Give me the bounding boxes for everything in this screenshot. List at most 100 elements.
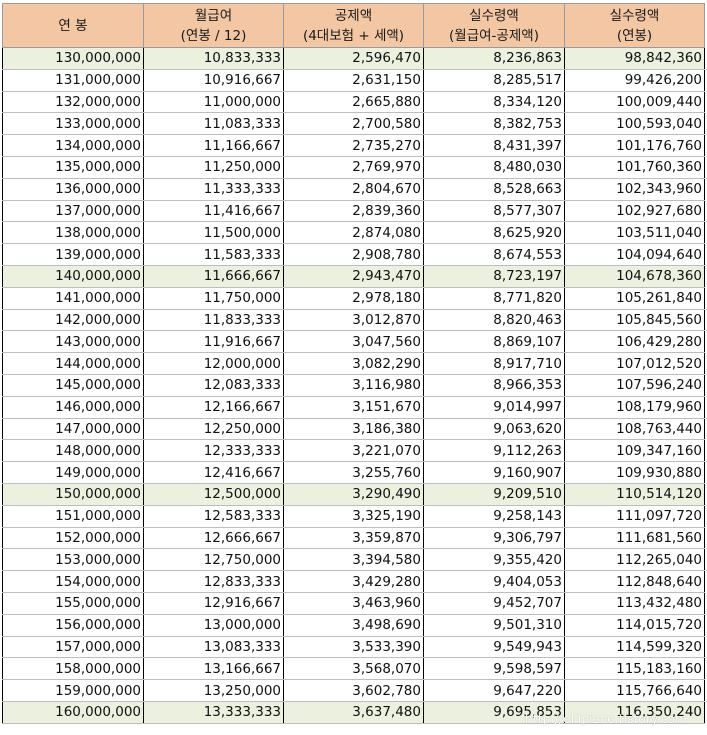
monthly-salary-cell: 11,416,667 — [143, 199, 284, 223]
annual-salary-cell: 133,000,000 — [2, 112, 144, 136]
net-annual-cell: 115,183,160 — [564, 657, 705, 681]
monthly-salary-cell: 12,750,000 — [143, 548, 284, 572]
net-annual-cell: 112,848,640 — [564, 570, 705, 593]
net-annual-cell: 103,511,040 — [564, 221, 705, 245]
net-monthly-cell: 9,160,907 — [423, 461, 565, 484]
net-annual-cell: 108,763,440 — [564, 417, 705, 441]
deduction-cell: 3,498,690 — [283, 613, 424, 637]
monthly-salary-cell: 11,333,333 — [143, 177, 284, 201]
deduction-cell: 3,221,070 — [283, 439, 424, 463]
table-row: 143,000,000 11,916,667 3,047,560 8,869,107 1… — [2, 330, 705, 354]
header-net-annual: 실수령액 (연봉) — [564, 3, 705, 48]
deduction-cell: 3,359,870 — [283, 526, 424, 550]
annual-salary-cell: 140,000,000 — [2, 264, 144, 288]
net-monthly-cell: 9,549,943 — [423, 635, 565, 659]
deduction-cell: 3,429,280 — [283, 570, 424, 593]
net-monthly-cell: 9,452,707 — [423, 591, 565, 615]
net-monthly-cell: 8,771,820 — [423, 286, 565, 310]
net-annual-cell: 106,429,280 — [564, 330, 705, 354]
net-annual-cell: 101,760,360 — [564, 155, 705, 179]
deduction-cell: 2,631,150 — [283, 68, 424, 92]
annual-salary-cell: 139,000,000 — [2, 243, 144, 266]
header-net-monthly: 실수령액 (월급여-공제액) — [423, 3, 565, 48]
net-monthly-cell: 8,528,663 — [423, 177, 565, 201]
annual-salary-cell: 150,000,000 — [2, 482, 144, 506]
net-monthly-cell: 9,647,220 — [423, 679, 565, 702]
deduction-cell: 3,602,780 — [283, 679, 424, 702]
table-row: 151,000,000 12,583,333 3,325,190 9,258,143 1… — [2, 504, 705, 528]
monthly-salary-cell: 12,833,333 — [143, 570, 284, 593]
deduction-cell: 3,637,480 — [283, 700, 424, 724]
table-row: 131,000,000 10,916,667 2,631,150 8,285,517 9… — [2, 68, 705, 92]
table-row: 135,000,000 11,250,000 2,769,970 8,480,030 1… — [2, 155, 705, 179]
monthly-salary-cell: 13,250,000 — [143, 679, 284, 702]
table-row: 156,000,000 13,000,000 3,498,690 9,501,310 1… — [2, 613, 705, 637]
net-monthly-cell: 8,625,920 — [423, 221, 565, 245]
monthly-salary-cell: 12,083,333 — [143, 373, 284, 397]
net-monthly-cell: 8,382,753 — [423, 112, 565, 136]
net-monthly-cell: 8,869,107 — [423, 330, 565, 354]
net-annual-cell: 108,179,960 — [564, 395, 705, 419]
net-monthly-cell: 9,063,620 — [423, 417, 565, 441]
annual-salary-cell: 144,000,000 — [2, 352, 144, 375]
net-monthly-cell: 8,723,197 — [423, 264, 565, 288]
table-row: 147,000,000 12,250,000 3,186,380 9,063,620 1… — [2, 417, 705, 441]
table-row: 139,000,000 11,583,333 2,908,780 8,674,553 1… — [2, 243, 705, 266]
annual-salary-cell: 160,000,000 — [2, 700, 144, 724]
table-row: 155,000,000 12,916,667 3,463,960 9,452,707 1… — [2, 591, 705, 615]
annual-salary-cell: 151,000,000 — [2, 504, 144, 528]
net-monthly-cell: 8,236,863 — [423, 47, 565, 70]
deduction-cell: 2,700,580 — [283, 112, 424, 136]
monthly-salary-cell: 11,750,000 — [143, 286, 284, 310]
net-annual-cell: 104,678,360 — [564, 264, 705, 288]
annual-salary-cell: 158,000,000 — [2, 657, 144, 681]
net-annual-cell: 114,015,720 — [564, 613, 705, 637]
monthly-salary-cell: 13,083,333 — [143, 635, 284, 659]
table-row: 136,000,000 11,333,333 2,804,670 8,528,663 1… — [2, 177, 705, 201]
net-monthly-cell: 8,480,030 — [423, 155, 565, 179]
monthly-salary-cell: 10,916,667 — [143, 68, 284, 92]
net-annual-cell: 105,261,840 — [564, 286, 705, 310]
monthly-salary-cell: 12,250,000 — [143, 417, 284, 441]
annual-salary-cell: 159,000,000 — [2, 679, 144, 702]
annual-salary-cell: 135,000,000 — [2, 155, 144, 179]
net-annual-cell: 112,265,040 — [564, 548, 705, 572]
header-annual-salary: 연 봉 — [2, 3, 144, 48]
net-annual-cell: 104,094,640 — [564, 243, 705, 266]
monthly-salary-cell: 12,333,333 — [143, 439, 284, 463]
table-row: 141,000,000 11,750,000 2,978,180 8,771,820 1… — [2, 286, 705, 310]
net-annual-cell: 102,343,960 — [564, 177, 705, 201]
table-row: 130,000,000 10,833,333 2,596,470 8,236,863 9… — [2, 47, 705, 70]
monthly-salary-cell: 12,500,000 — [143, 482, 284, 506]
deduction-cell: 2,735,270 — [283, 134, 424, 157]
net-annual-cell: 102,927,680 — [564, 199, 705, 223]
monthly-salary-cell: 11,250,000 — [143, 155, 284, 179]
annual-salary-cell: 134,000,000 — [2, 134, 144, 157]
deduction-cell: 2,769,970 — [283, 155, 424, 179]
annual-salary-cell: 130,000,000 — [2, 47, 144, 70]
net-monthly-cell: 9,209,510 — [423, 482, 565, 506]
monthly-salary-cell: 11,083,333 — [143, 112, 284, 136]
net-monthly-cell: 8,285,517 — [423, 68, 565, 92]
monthly-salary-cell: 11,500,000 — [143, 221, 284, 245]
annual-salary-cell: 149,000,000 — [2, 461, 144, 484]
net-annual-cell: 110,514,120 — [564, 482, 705, 506]
monthly-salary-cell: 12,583,333 — [143, 504, 284, 528]
net-annual-cell: 109,347,160 — [564, 439, 705, 463]
annual-salary-cell: 146,000,000 — [2, 395, 144, 419]
header-row: 연 봉 월급여 (연봉 / 12) 공제액 (4대보험 + 세액) 실수령액 (월급여… — [2, 3, 705, 48]
monthly-salary-cell: 11,166,667 — [143, 134, 284, 157]
net-monthly-cell: 9,501,310 — [423, 613, 565, 637]
annual-salary-cell: 137,000,000 — [2, 199, 144, 223]
table-row: 158,000,000 13,166,667 3,568,070 9,598,597 1… — [2, 657, 705, 681]
net-annual-cell: 100,593,040 — [564, 112, 705, 136]
net-monthly-cell: 9,695,853 — [423, 700, 565, 724]
net-annual-cell: 109,930,880 — [564, 461, 705, 484]
annual-salary-cell: 145,000,000 — [2, 373, 144, 397]
deduction-cell: 3,116,980 — [283, 373, 424, 397]
net-monthly-cell: 8,334,120 — [423, 90, 565, 114]
salary-table: 연 봉 월급여 (연봉 / 12) 공제액 (4대보험 + 세액) 실수령액 (월급여… — [2, 3, 705, 724]
net-monthly-cell: 8,431,397 — [423, 134, 565, 157]
net-annual-cell: 105,845,560 — [564, 308, 705, 332]
deduction-cell: 3,012,870 — [283, 308, 424, 332]
